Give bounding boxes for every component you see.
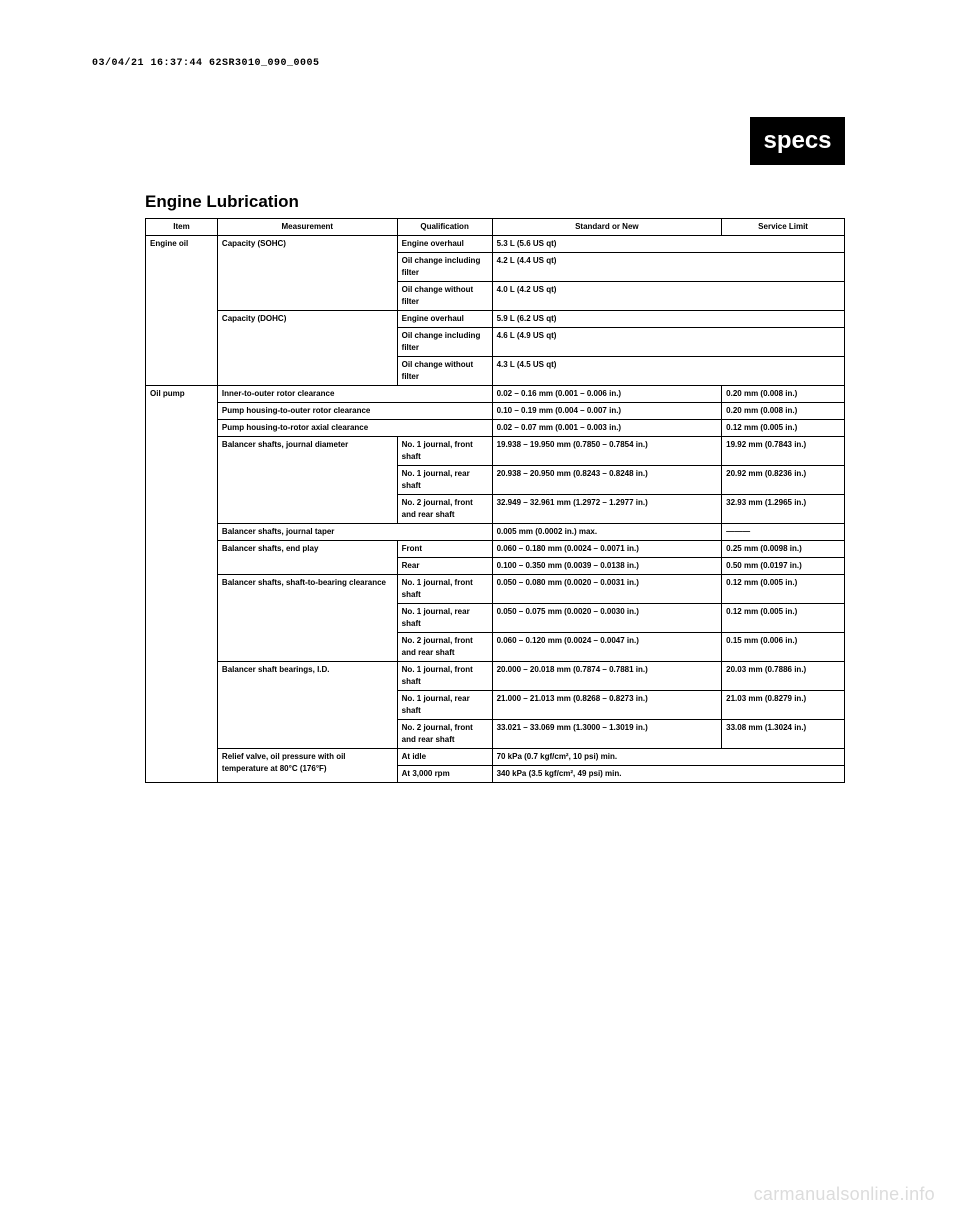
table-row: Balancer shafts, shaft-to-bearing cleara…: [146, 575, 845, 604]
cell-qual: Oil change without filter: [397, 357, 492, 386]
cell-std: 33.021 – 33.069 mm (1.3000 – 1.3019 in.): [492, 720, 722, 749]
table-row: Pump housing-to-outer rotor clearance 0.…: [146, 403, 845, 420]
cell-std: 0.10 – 0.19 mm (0.004 – 0.007 in.): [492, 403, 722, 420]
table-row: Balancer shafts, end play Front 0.060 – …: [146, 541, 845, 558]
cell-lim: 0.15 mm (0.006 in.): [722, 633, 845, 662]
cell-lim: 0.12 mm (0.005 in.): [722, 420, 845, 437]
cell-lim: 20.03 mm (0.7886 in.): [722, 662, 845, 691]
cell-std: 4.0 L (4.2 US qt): [492, 282, 844, 311]
page-timestamp: 03/04/21 16:37:44 62SR3010_090_0005: [92, 58, 320, 69]
cell-std: 19.938 – 19.950 mm (0.7850 – 0.7854 in.): [492, 437, 722, 466]
cell-lim: 0.12 mm (0.005 in.): [722, 604, 845, 633]
th-qualification: Qualification: [397, 219, 492, 236]
content-area: Engine Lubrication Item Measurement Qual…: [145, 192, 845, 783]
cell-std: 4.6 L (4.9 US qt): [492, 328, 844, 357]
cell-lim: 0.20 mm (0.008 in.): [722, 403, 845, 420]
watermark: carmanualsonline.info: [754, 1184, 935, 1205]
cell-meas: Balancer shafts, end play: [217, 541, 397, 575]
specs-badge: specs: [750, 117, 845, 165]
cell-qual: No. 2 journal, front and rear shaft: [397, 633, 492, 662]
cell-std: 4.3 L (4.5 US qt): [492, 357, 844, 386]
cell-qual: Oil change including filter: [397, 328, 492, 357]
cell-std: 0.050 – 0.075 mm (0.0020 – 0.0030 in.): [492, 604, 722, 633]
cell-item-engine-oil: Engine oil: [146, 236, 218, 386]
section-title: Engine Lubrication: [145, 192, 845, 212]
th-limit: Service Limit: [722, 219, 845, 236]
cell-qual: No. 1 journal, rear shaft: [397, 691, 492, 720]
cell-lim: 32.93 mm (1.2965 in.): [722, 495, 845, 524]
cell-qual: No. 1 journal, rear shaft: [397, 466, 492, 495]
table-row: Capacity (DOHC) Engine overhaul 5.9 L (6…: [146, 311, 845, 328]
cell-std: 0.02 – 0.16 mm (0.001 – 0.006 in.): [492, 386, 722, 403]
cell-lim: 21.03 mm (0.8279 in.): [722, 691, 845, 720]
cell-qual: Oil change without filter: [397, 282, 492, 311]
cell-std: 0.050 – 0.080 mm (0.0020 – 0.0031 in.): [492, 575, 722, 604]
cell-lim: ———: [722, 524, 845, 541]
cell-qual: No. 2 journal, front and rear shaft: [397, 495, 492, 524]
cell-std: 20.938 – 20.950 mm (0.8243 – 0.8248 in.): [492, 466, 722, 495]
table-row: Engine oil Capacity (SOHC) Engine overha…: [146, 236, 845, 253]
cell-std: 20.000 – 20.018 mm (0.7874 – 0.7881 in.): [492, 662, 722, 691]
table-row: Relief valve, oil pressure with oil temp…: [146, 749, 845, 766]
cell-qual: No. 1 journal, front shaft: [397, 437, 492, 466]
cell-lim: 19.92 mm (0.7843 in.): [722, 437, 845, 466]
cell-qual: No. 2 journal, front and rear shaft: [397, 720, 492, 749]
cell-std: 5.9 L (6.2 US qt): [492, 311, 844, 328]
cell-std: 0.005 mm (0.0002 in.) max.: [492, 524, 722, 541]
cell-std: 0.02 – 0.07 mm (0.001 – 0.003 in.): [492, 420, 722, 437]
cell-qual: Engine overhaul: [397, 236, 492, 253]
cell-std: 70 kPa (0.7 kgf/cm², 10 psi) min.: [492, 749, 844, 766]
cell-lim: 0.25 mm (0.0098 in.): [722, 541, 845, 558]
cell-lim: 0.20 mm (0.008 in.): [722, 386, 845, 403]
cell-std: 21.000 – 21.013 mm (0.8268 – 0.8273 in.): [492, 691, 722, 720]
spec-table: Item Measurement Qualification Standard …: [145, 218, 845, 783]
cell-qual: At idle: [397, 749, 492, 766]
cell-meas: Balancer shafts, shaft-to-bearing cleara…: [217, 575, 397, 662]
cell-qual: No. 1 journal, rear shaft: [397, 604, 492, 633]
cell-qual: No. 1 journal, front shaft: [397, 575, 492, 604]
cell-meas: Pump housing-to-outer rotor clearance: [217, 403, 492, 420]
cell-std: 0.060 – 0.180 mm (0.0024 – 0.0071 in.): [492, 541, 722, 558]
cell-lim: 33.08 mm (1.3024 in.): [722, 720, 845, 749]
cell-qual: Front: [397, 541, 492, 558]
cell-std: 340 kPa (3.5 kgf/cm², 49 psi) min.: [492, 766, 844, 783]
cell-lim: 20.92 mm (0.8236 in.): [722, 466, 845, 495]
cell-lim: 0.50 mm (0.0197 in.): [722, 558, 845, 575]
table-row: Oil pump Inner-to-outer rotor clearance …: [146, 386, 845, 403]
table-row: Pump housing-to-rotor axial clearance 0.…: [146, 420, 845, 437]
cell-meas: Pump housing-to-rotor axial clearance: [217, 420, 492, 437]
table-row: Balancer shafts, journal diameter No. 1 …: [146, 437, 845, 466]
cell-qual: No. 1 journal, front shaft: [397, 662, 492, 691]
cell-item-oil-pump: Oil pump: [146, 386, 218, 783]
cell-meas: Balancer shafts, journal taper: [217, 524, 492, 541]
cell-qual: Engine overhaul: [397, 311, 492, 328]
cell-qual: Rear: [397, 558, 492, 575]
cell-std: 0.100 – 0.350 mm (0.0039 – 0.0138 in.): [492, 558, 722, 575]
table-row: Balancer shafts, journal taper 0.005 mm …: [146, 524, 845, 541]
th-standard: Standard or New: [492, 219, 722, 236]
cell-std: 0.060 – 0.120 mm (0.0024 – 0.0047 in.): [492, 633, 722, 662]
cell-meas: Balancer shafts, journal diameter: [217, 437, 397, 524]
table-header-row: Item Measurement Qualification Standard …: [146, 219, 845, 236]
cell-qual: Oil change including filter: [397, 253, 492, 282]
cell-std: 5.3 L (5.6 US qt): [492, 236, 844, 253]
cell-qual: At 3,000 rpm: [397, 766, 492, 783]
cell-std: 32.949 – 32.961 mm (1.2972 – 1.2977 in.): [492, 495, 722, 524]
cell-meas: Inner-to-outer rotor clearance: [217, 386, 492, 403]
th-item: Item: [146, 219, 218, 236]
table-row: Balancer shaft bearings, I.D. No. 1 jour…: [146, 662, 845, 691]
cell-std: 4.2 L (4.4 US qt): [492, 253, 844, 282]
cell-meas: Relief valve, oil pressure with oil temp…: [217, 749, 397, 783]
cell-meas-cap-dohc: Capacity (DOHC): [217, 311, 397, 386]
cell-meas: Balancer shaft bearings, I.D.: [217, 662, 397, 749]
th-measurement: Measurement: [217, 219, 397, 236]
cell-meas-cap-sohc: Capacity (SOHC): [217, 236, 397, 311]
cell-lim: 0.12 mm (0.005 in.): [722, 575, 845, 604]
